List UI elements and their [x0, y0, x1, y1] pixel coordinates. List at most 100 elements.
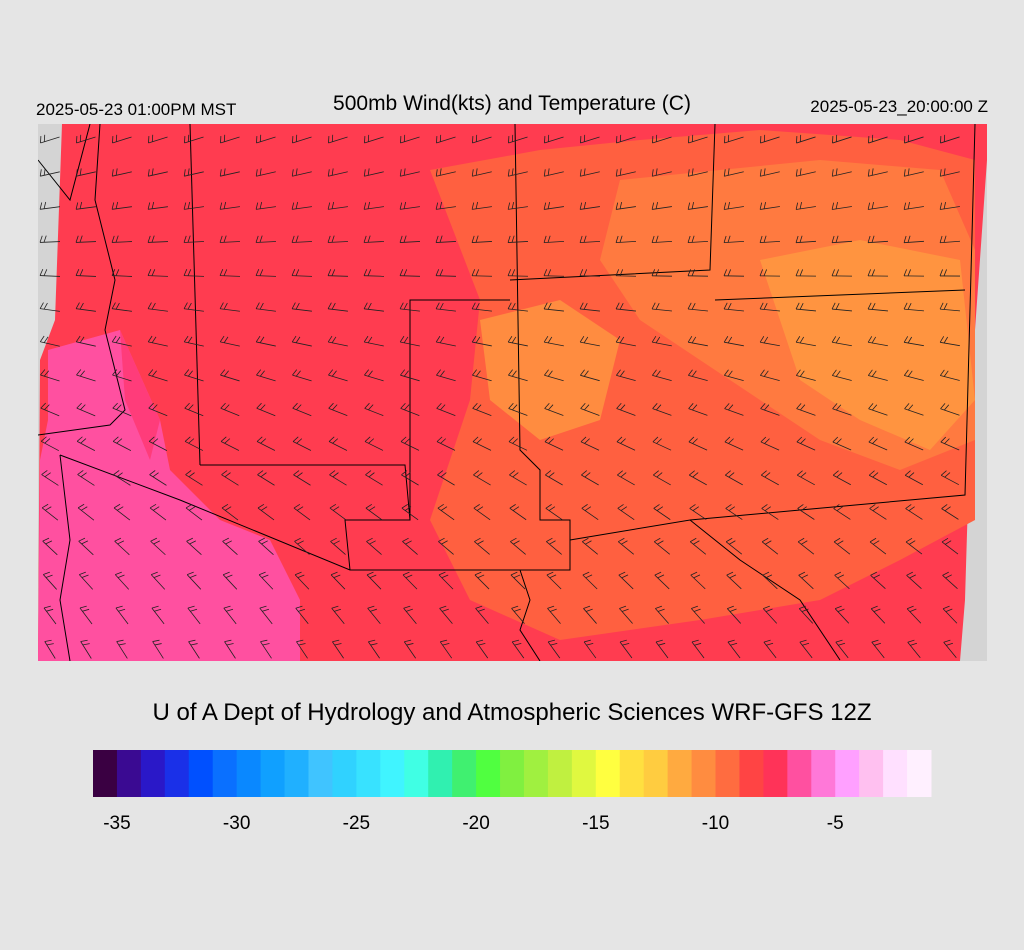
wind-barb	[76, 171, 96, 177]
wind-barb	[367, 608, 381, 624]
wind-barb-feather	[725, 537, 733, 543]
wind-barb-feather	[543, 169, 546, 177]
wind-barb-feather	[835, 201, 838, 209]
wind-barb-feather	[725, 504, 732, 509]
wind-barb	[436, 206, 456, 210]
wind-barb-feather	[800, 472, 807, 478]
wind-barb-feather	[402, 571, 410, 576]
wind-barb	[760, 408, 780, 416]
wind-barb	[436, 408, 456, 416]
wind-barb	[580, 308, 600, 312]
colorbar-swatch	[260, 750, 286, 797]
wind-barb	[689, 541, 707, 555]
wind-barb-feather	[224, 639, 232, 643]
wind-barb-feather	[188, 472, 195, 478]
wind-barb	[834, 608, 850, 624]
wind-barb-feather	[871, 336, 877, 344]
wind-barb	[583, 641, 597, 659]
wind-barb-feather	[619, 168, 622, 176]
wind-barb	[544, 171, 564, 177]
wind-barb	[580, 408, 600, 416]
wind-barb-feather	[832, 436, 839, 443]
wind-barb-feather	[872, 472, 879, 478]
wind-barb-feather	[183, 202, 187, 210]
wind-barb	[184, 374, 204, 382]
wind-barb	[363, 275, 385, 277]
wind-barb	[727, 608, 741, 624]
wind-barb	[147, 275, 169, 277]
wind-barb	[435, 241, 457, 243]
wind-barb-feather	[327, 169, 330, 177]
state-boundaries	[38, 124, 976, 661]
wind-barb	[544, 136, 564, 144]
wind-barb-feather	[186, 537, 194, 542]
wind-barb-feather	[219, 269, 224, 276]
wind-barb-feather	[439, 168, 442, 176]
wind-barb	[292, 341, 312, 347]
wind-barb	[328, 206, 348, 210]
wind-barb-feather	[868, 403, 874, 409]
wind-barb-feather	[442, 643, 450, 646]
wind-barb	[364, 341, 384, 347]
wind-barb	[868, 441, 888, 451]
wind-barb-feather	[219, 202, 223, 210]
wind-barb	[763, 641, 777, 659]
wind-barb-feather	[331, 302, 336, 310]
wind-barb	[760, 375, 780, 381]
wind-barb-feather	[507, 335, 513, 343]
wind-barb-feather	[795, 269, 800, 277]
wind-barb-feather	[511, 201, 515, 209]
wind-barb-feather	[871, 605, 878, 610]
wind-barb	[77, 507, 95, 521]
wind-barb	[906, 608, 922, 624]
wind-barb-feather	[367, 201, 371, 209]
wind-barb-feather	[907, 639, 915, 643]
wind-barb-feather	[619, 302, 624, 310]
wind-barb-feather	[79, 370, 85, 377]
coastline	[59, 454, 71, 661]
wind-barb-feather	[945, 608, 953, 613]
wind-barb	[148, 441, 168, 451]
wind-barb-feather	[549, 574, 557, 579]
wind-barb	[400, 206, 420, 210]
wind-barb-feather	[689, 470, 695, 476]
wind-barb-feather	[471, 169, 474, 177]
wind-barb-feather	[148, 369, 154, 376]
wind-barb-feather	[406, 608, 413, 612]
wind-barb-feather	[547, 302, 552, 310]
wind-barb-feather	[405, 540, 412, 545]
wind-barb	[833, 474, 851, 486]
wind-barb-feather	[187, 571, 194, 576]
wind-barb	[185, 507, 203, 521]
wind-barb-feather	[835, 168, 838, 176]
wind-barb-feather	[329, 470, 336, 476]
wind-barb-feather	[723, 202, 727, 210]
wind-barb-feather	[652, 436, 659, 443]
wind-barb-feather	[801, 608, 809, 612]
wind-barb-feather	[112, 436, 119, 442]
wind-barb-feather	[79, 605, 87, 609]
wind-barb-feather	[729, 574, 737, 579]
wind-barb-feather	[727, 168, 730, 176]
wind-barb-feather	[759, 169, 762, 177]
wind-barb-feather	[583, 168, 586, 176]
colorbar-swatch	[356, 750, 381, 797]
wind-barb	[257, 507, 275, 521]
wind-barb-feather	[294, 537, 301, 542]
wind-barb-feather	[367, 269, 372, 276]
wind-barb-feather	[40, 369, 46, 376]
wind-barb-feather	[615, 235, 619, 243]
wind-barb-feather	[116, 472, 123, 478]
wind-barb-feather	[257, 503, 265, 509]
wind-barb-feather	[473, 504, 480, 509]
wind-barb-feather	[79, 235, 83, 243]
wind-barb-feather	[512, 438, 518, 444]
wind-barb	[799, 641, 813, 659]
wind-barb-feather	[942, 605, 950, 610]
wind-barb-feather	[584, 438, 590, 444]
wind-barb-feather	[904, 470, 911, 476]
wind-barb-feather	[836, 472, 843, 478]
wind-barb	[148, 136, 168, 144]
wind-barb	[796, 136, 816, 144]
wind-barb-feather	[435, 235, 439, 243]
